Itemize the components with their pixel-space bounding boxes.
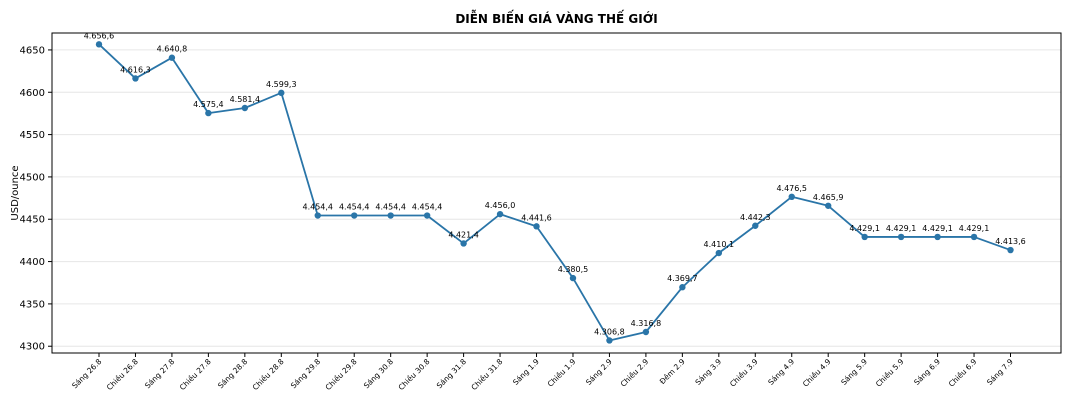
plot-frame xyxy=(51,32,1062,354)
data-point xyxy=(715,249,723,257)
data-label: 4.369,7 xyxy=(667,274,698,283)
grid-layer xyxy=(52,49,1061,347)
data-label: 4.465,9 xyxy=(813,193,844,202)
data-point xyxy=(314,212,321,219)
data-label: 4.429,1 xyxy=(922,224,953,233)
x-tick-label: Chiều 28.8 xyxy=(251,357,286,392)
x-tick-label: Sáng 5.9 xyxy=(839,357,869,387)
x-tick-label: Sáng 27.8 xyxy=(143,357,176,390)
data-label: 4.421,4 xyxy=(448,230,479,239)
x-tick-label: Sáng 2.9 xyxy=(584,357,614,387)
data-point xyxy=(606,337,613,344)
data-point xyxy=(897,233,905,241)
data-label: 4.442,3 xyxy=(740,213,771,222)
data-label: 4.429,1 xyxy=(886,224,917,233)
data-point xyxy=(460,240,467,247)
x-tick-label: Chiều 1.9 xyxy=(546,357,578,389)
data-point xyxy=(825,202,832,209)
x-tick-label: Chiều 29.8 xyxy=(324,357,359,392)
data-label: 4.640,8 xyxy=(157,45,188,54)
series-gold-price xyxy=(95,41,1014,344)
data-label: 4.441,6 xyxy=(521,213,552,222)
data-point xyxy=(642,328,650,336)
data-label: 4.306,8 xyxy=(594,327,625,336)
data-label: 4.316,8 xyxy=(631,319,662,328)
y-tick-label: 4400 xyxy=(20,257,45,268)
data-label: 4.581,4 xyxy=(230,95,261,104)
data-label: 4.476,5 xyxy=(776,184,807,193)
x-tick-label: Sáng 7.9 xyxy=(985,357,1015,387)
x-tick-label: Sáng 6.9 xyxy=(912,357,942,387)
y-axis: 4300 4350 4400 4450 4500 4550 4600 4650 xyxy=(20,45,52,353)
data-label: 4.380,5 xyxy=(558,265,589,274)
x-tick-label: Chiều 2.9 xyxy=(619,357,651,389)
x-axis: Sáng 26.8 Chiều 26.8 Sáng 27.8 Chiều 27.8 Sá… xyxy=(70,353,1015,392)
data-point xyxy=(569,274,577,282)
x-tick-label: Sáng 4.9 xyxy=(766,357,796,387)
x-tick-label: Sáng 28.8 xyxy=(216,357,249,390)
y-axis-label: USD/ounce xyxy=(10,165,21,220)
data-point xyxy=(168,54,176,61)
data-point xyxy=(679,284,686,291)
y-tick-label: 4600 xyxy=(20,88,45,99)
data-point xyxy=(205,109,212,117)
x-tick-label: Sáng 31.8 xyxy=(435,357,468,390)
x-tick-label: Sáng 3.9 xyxy=(693,357,723,387)
data-label: 4.429,1 xyxy=(959,224,990,233)
data-label: 4.456,0 xyxy=(485,201,516,210)
y-tick-label: 4550 xyxy=(20,130,45,141)
data-label: 4.410,1 xyxy=(704,240,735,249)
data-point xyxy=(132,75,139,82)
x-tick-label: Sáng 1.9 xyxy=(511,357,541,387)
x-tick-label: Chiều 3.9 xyxy=(728,357,760,389)
data-label: 4.413,6 xyxy=(995,237,1026,246)
data-label: 4.429,1 xyxy=(849,224,880,233)
x-tick-label: Chiều 4.9 xyxy=(801,357,833,389)
series-line xyxy=(98,43,1011,342)
data-labels: 4.656,6 4.616,3 4.640,8 4.575,4 4.581,4 4.599… xyxy=(84,31,1026,336)
x-tick-label: Chiều 30.8 xyxy=(397,357,432,392)
data-label: 4.454,4 xyxy=(412,203,443,212)
data-label: 4.454,4 xyxy=(339,203,370,212)
data-point xyxy=(1007,246,1014,254)
y-tick-label: 4500 xyxy=(20,172,45,183)
data-point xyxy=(95,41,103,48)
data-point xyxy=(387,212,394,219)
data-point xyxy=(934,233,941,241)
chart-title: DIỄN BIẾN GIÁ VÀNG THẾ GIỚI xyxy=(455,10,657,26)
data-point xyxy=(970,233,978,241)
x-tick-label: Sáng 26.8 xyxy=(70,357,103,390)
data-label: 4.656,6 xyxy=(84,31,115,40)
data-label: 4.454,4 xyxy=(302,203,333,212)
x-tick-label: Đêm 2.9 xyxy=(658,357,687,386)
data-point xyxy=(423,212,431,219)
y-tick-label: 4300 xyxy=(20,342,45,353)
data-label: 4.599,3 xyxy=(266,80,297,89)
data-point xyxy=(351,212,358,219)
x-tick-label: Chiều 27.8 xyxy=(178,357,213,392)
y-tick-label: 4450 xyxy=(20,215,45,226)
data-point xyxy=(241,104,249,112)
data-point xyxy=(533,223,540,230)
data-point xyxy=(496,210,504,218)
x-tick-label: Chiều 26.8 xyxy=(105,357,140,392)
y-tick-label: 4650 xyxy=(20,45,45,56)
data-label: 4.616,3 xyxy=(120,65,151,74)
data-point xyxy=(861,233,868,241)
y-tick-label: 4350 xyxy=(20,299,45,310)
data-point xyxy=(752,222,759,229)
x-tick-label: Chiều 6.9 xyxy=(947,357,979,389)
data-point xyxy=(788,193,795,201)
x-tick-label: Sáng 29.8 xyxy=(289,357,322,390)
x-tick-label: Sáng 30.8 xyxy=(362,357,395,390)
data-point xyxy=(278,89,285,97)
x-tick-label: Chiều 5.9 xyxy=(874,357,906,389)
data-label: 4.575,4 xyxy=(193,100,224,109)
data-label: 4.454,4 xyxy=(375,203,406,212)
x-tick-label: Chiều 31.8 xyxy=(469,357,504,392)
